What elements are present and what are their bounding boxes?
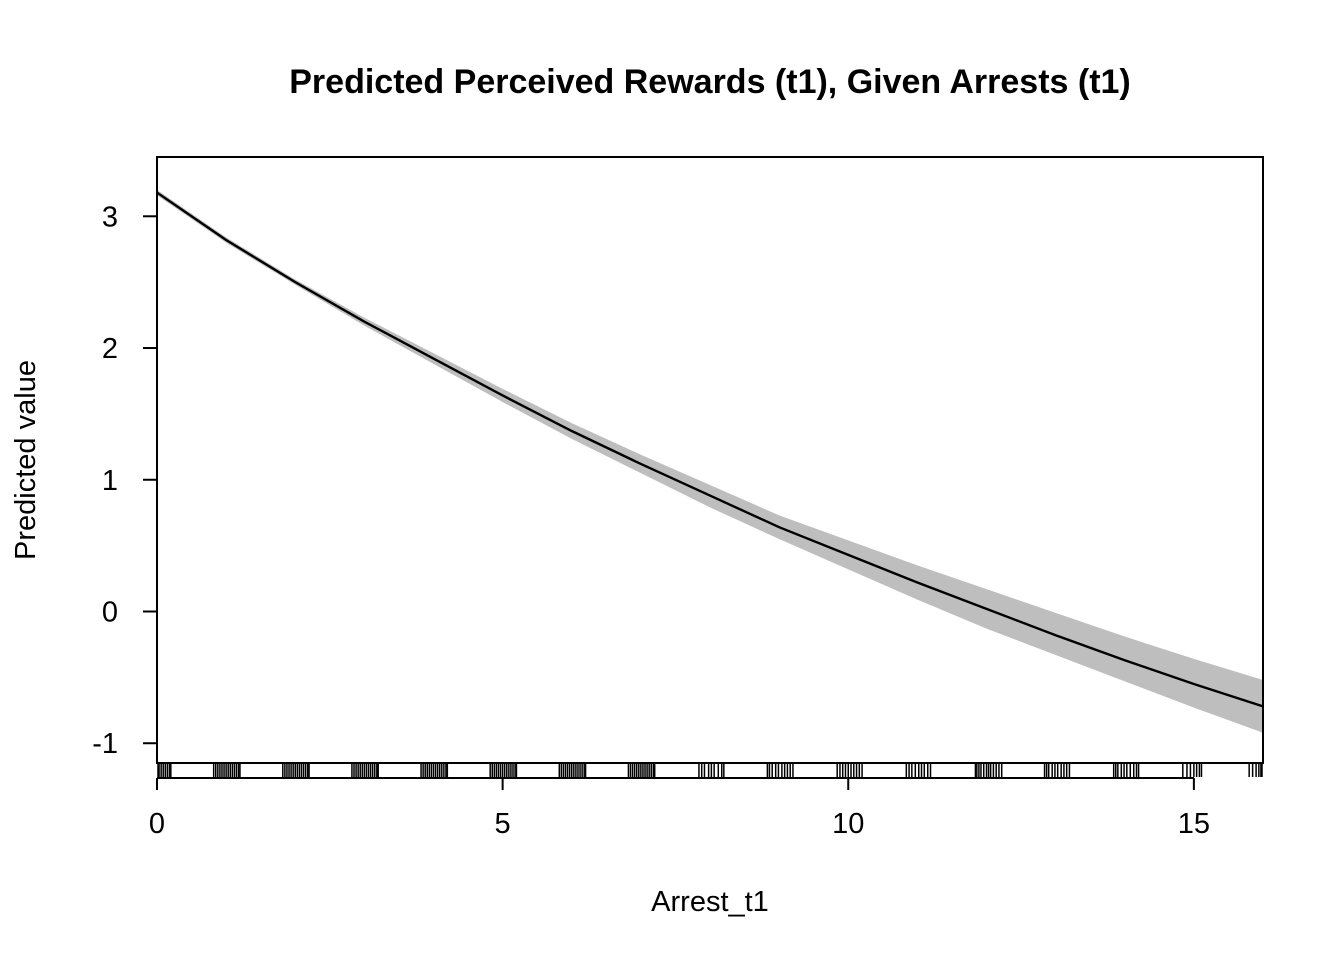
y-tick-label: -1: [92, 728, 118, 760]
confidence-band: [157, 189, 1263, 733]
fitted-line: [157, 191, 1263, 708]
rug-group: [157, 763, 1263, 777]
y-tick-label: 1: [102, 465, 118, 497]
x-tick-label: 15: [1178, 808, 1210, 840]
plot-area: [156, 156, 1264, 777]
y-tick-label: 3: [102, 201, 118, 233]
plot-frame: [156, 156, 1264, 764]
y-tick-label: 2: [102, 333, 118, 365]
x-tick-label: 0: [149, 808, 165, 840]
y-axis: -1 0 1 2 3: [92, 201, 158, 760]
x-axis: 0 5 10 15: [149, 777, 1210, 840]
x-tick-label: 10: [832, 808, 864, 840]
x-tick-label: 5: [495, 808, 511, 840]
chart-title: Predicted Perceived Rewards (t1), Given …: [289, 63, 1131, 101]
y-tick-label: 0: [102, 597, 118, 629]
x-axis-label: Arrest_t1: [651, 886, 769, 918]
y-axis-label: Predicted value: [10, 360, 42, 560]
